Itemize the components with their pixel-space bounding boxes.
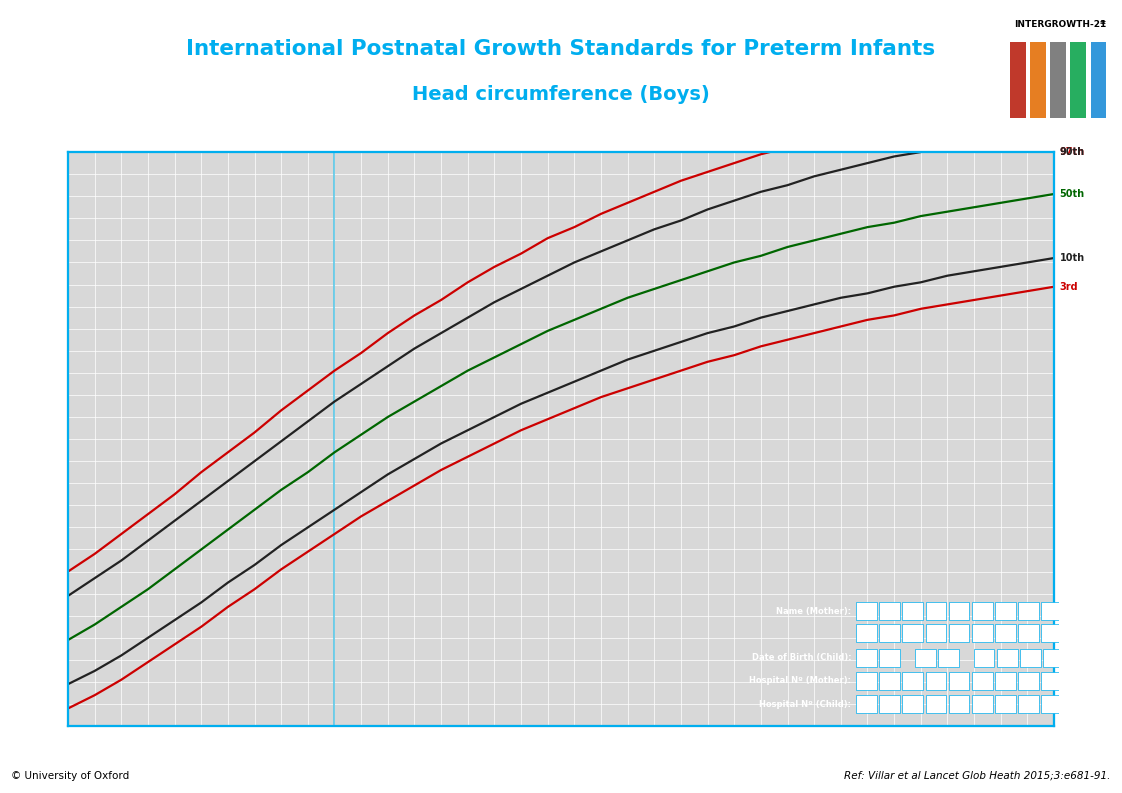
Bar xyxy=(902,624,923,642)
Bar xyxy=(1010,41,1026,118)
Bar xyxy=(902,602,923,620)
Bar xyxy=(938,649,959,667)
Text: 3rd: 3rd xyxy=(1059,282,1078,292)
Text: Hospital Nº (Child):: Hospital Nº (Child): xyxy=(760,699,852,709)
Bar xyxy=(972,624,993,642)
Text: Hospital Nº (Mother):: Hospital Nº (Mother): xyxy=(749,676,852,685)
Bar xyxy=(880,649,900,667)
Bar xyxy=(856,624,877,642)
Bar xyxy=(926,695,946,713)
Text: UNIVERSITY OF: UNIVERSITY OF xyxy=(37,95,84,101)
Text: 10th: 10th xyxy=(1059,253,1085,263)
Bar xyxy=(948,624,969,642)
Bar xyxy=(926,672,946,690)
Bar xyxy=(1041,624,1063,642)
Bar xyxy=(856,602,877,620)
Bar xyxy=(1070,41,1086,118)
Bar xyxy=(856,649,877,667)
Bar xyxy=(1018,695,1039,713)
Bar xyxy=(1018,672,1039,690)
Text: st: st xyxy=(1100,21,1107,25)
Text: Weeks: Weeks xyxy=(1067,741,1109,750)
Text: Head circumference (cm): Head circumference (cm) xyxy=(1102,355,1115,523)
Text: INTERGROWTH-21: INTERGROWTH-21 xyxy=(1014,21,1106,29)
Bar xyxy=(902,695,923,713)
Bar xyxy=(926,624,946,642)
Bar xyxy=(948,695,969,713)
Bar xyxy=(856,672,877,690)
Bar xyxy=(974,649,994,667)
Bar xyxy=(972,695,993,713)
Bar xyxy=(972,672,993,690)
Bar xyxy=(1041,602,1063,620)
Bar xyxy=(995,672,1015,690)
Bar xyxy=(1091,41,1106,118)
Bar xyxy=(880,602,900,620)
Bar xyxy=(948,672,969,690)
Bar xyxy=(914,649,936,667)
Text: Date of Birth (Child):: Date of Birth (Child): xyxy=(752,653,852,662)
Bar xyxy=(856,695,877,713)
Bar xyxy=(880,624,900,642)
Text: Ref: Villar et al Lancet Glob Heath 2015;3:e681-91.: Ref: Villar et al Lancet Glob Heath 2015… xyxy=(845,771,1111,780)
Text: 50th: 50th xyxy=(1059,189,1085,199)
Text: Name (Mother):: Name (Mother): xyxy=(776,607,852,615)
Bar xyxy=(948,602,969,620)
Bar xyxy=(1018,602,1039,620)
Bar xyxy=(995,695,1015,713)
Bar xyxy=(1018,624,1039,642)
Bar xyxy=(1043,649,1064,667)
Bar xyxy=(880,672,900,690)
Bar xyxy=(995,624,1015,642)
Text: OXFORD: OXFORD xyxy=(35,107,86,117)
Bar xyxy=(926,602,946,620)
Bar xyxy=(972,602,993,620)
Text: 90th: 90th xyxy=(1059,147,1085,157)
Bar xyxy=(902,672,923,690)
Text: Head circumference (Boys): Head circumference (Boys) xyxy=(412,86,710,105)
Text: 97th: 97th xyxy=(1059,147,1085,157)
Bar xyxy=(880,695,900,713)
Bar xyxy=(995,602,1015,620)
Bar xyxy=(1041,695,1063,713)
Bar xyxy=(1050,41,1066,118)
Text: International Postnatal Growth Standards for Preterm Infants: International Postnatal Growth Standards… xyxy=(186,40,936,59)
Bar xyxy=(1020,649,1041,667)
Bar xyxy=(1030,41,1046,118)
Bar xyxy=(1041,672,1063,690)
Text: Head circumference (cm): Head circumference (cm) xyxy=(7,355,20,523)
Bar xyxy=(996,649,1018,667)
Text: © University of Oxford: © University of Oxford xyxy=(11,771,129,780)
